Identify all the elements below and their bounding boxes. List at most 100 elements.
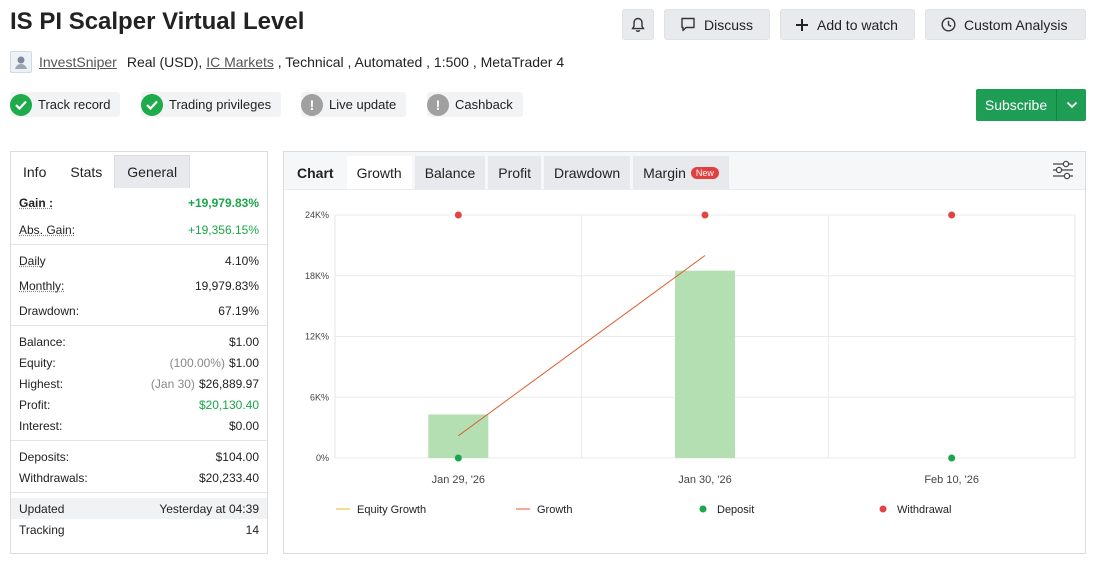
stat-monthly: Monthly: 19,979.83% bbox=[11, 275, 267, 296]
stat-value: $26,889.97 bbox=[198, 376, 259, 391]
new-badge: New bbox=[690, 166, 719, 179]
y-tick-label: 0% bbox=[316, 453, 329, 463]
tab-stats[interactable]: Stats bbox=[58, 155, 115, 188]
badge-label: Live update bbox=[329, 97, 397, 112]
stat-label: Drawdown: bbox=[19, 303, 80, 318]
stats-list: Gain : +19,979.83% Abs. Gain: +19,356.15… bbox=[11, 192, 267, 540]
badge-live-update[interactable]: ! Live update bbox=[301, 92, 407, 117]
stat-balance: Balance: $1.00 bbox=[11, 331, 267, 352]
discuss-label: Discuss bbox=[704, 16, 754, 33]
stat-value: Yesterday at 04:39 bbox=[159, 501, 259, 516]
tab-profit[interactable]: Profit bbox=[488, 156, 541, 189]
stat-value: $0.00 bbox=[228, 418, 259, 433]
stat-label[interactable]: Abs. Gain: bbox=[19, 222, 76, 237]
x-tick-label: Jan 30, '26 bbox=[678, 474, 731, 486]
tab-margin-label: Margin bbox=[643, 164, 686, 181]
stat-gain: Gain : +19,979.83% bbox=[11, 192, 267, 213]
stat-label: Tracking bbox=[19, 522, 65, 537]
y-tick-label: 18K% bbox=[305, 271, 329, 281]
stats-tabs: Info Stats General bbox=[11, 152, 267, 188]
stat-label: Deposits: bbox=[19, 449, 70, 464]
stat-value: 19,979.83% bbox=[194, 278, 259, 293]
account-type: Real (USD), bbox=[126, 54, 207, 70]
stat-equity: Equity: (100.00%) $1.00 bbox=[11, 352, 267, 373]
stat-label: Highest: bbox=[19, 376, 64, 391]
chevron-down-icon[interactable] bbox=[1057, 101, 1086, 109]
stat-label: Withdrawals: bbox=[19, 470, 88, 485]
stat-drawdown: Drawdown: 67.19% bbox=[11, 300, 267, 321]
tab-chart[interactable]: Chart bbox=[297, 164, 334, 181]
legend-marker bbox=[699, 505, 707, 513]
stat-interest: Interest: $0.00 bbox=[11, 415, 267, 436]
withdrawal-marker bbox=[948, 211, 956, 219]
stat-label[interactable]: Daily bbox=[19, 253, 46, 268]
stat-profit: Profit: $20,130.40 bbox=[11, 394, 267, 415]
legend-label: Deposit bbox=[717, 504, 754, 516]
stat-subvalue: (100.00%) bbox=[169, 355, 225, 370]
legend-label: Growth bbox=[537, 504, 572, 516]
stat-label[interactable]: Gain : bbox=[19, 195, 54, 210]
legend-label: Withdrawal bbox=[897, 504, 951, 516]
withdrawal-marker bbox=[454, 211, 462, 219]
tab-growth[interactable]: Growth bbox=[346, 156, 412, 189]
stat-value-group: (100.00%) $1.00 bbox=[170, 356, 259, 370]
account-details: , Technical , Automated , 1:500 , MetaTr… bbox=[273, 54, 565, 70]
author-link[interactable]: InvestSniper bbox=[39, 54, 117, 70]
tab-drawdown[interactable]: Drawdown bbox=[543, 156, 631, 189]
stat-highest: Highest: (Jan 30) $26,889.97 bbox=[11, 373, 267, 394]
deposit-marker bbox=[454, 454, 462, 462]
y-tick-label: 24K% bbox=[305, 210, 329, 220]
growth-chart: 0% 6K% 12K% 18K% 24K% Jan 29, '26 Jan 30, '26 F… bbox=[305, 210, 1076, 516]
tab-info[interactable]: Info bbox=[11, 155, 59, 188]
add-to-watch-label: Add to watch bbox=[817, 16, 898, 33]
y-tick-label: 12K% bbox=[305, 332, 329, 342]
subscribe-button[interactable]: Subscribe bbox=[976, 89, 1086, 121]
badge-cashback[interactable]: ! Cashback bbox=[427, 92, 523, 117]
legend-label: Equity Growth bbox=[357, 504, 426, 516]
badge-track-record[interactable]: Track record bbox=[10, 92, 121, 117]
growth-line bbox=[458, 255, 706, 437]
discuss-button[interactable]: Discuss bbox=[664, 9, 770, 40]
stat-abs-gain: Abs. Gain: +19,356.15% bbox=[11, 219, 267, 240]
stat-value: 14 bbox=[245, 522, 259, 537]
comment-icon bbox=[680, 17, 696, 32]
stat-label: Updated bbox=[19, 501, 65, 516]
divider bbox=[11, 440, 267, 441]
stat-subvalue: (Jan 30) bbox=[150, 376, 195, 391]
stat-value-group: (Jan 30) $26,889.97 bbox=[151, 377, 259, 391]
subscribe-label: Subscribe bbox=[984, 97, 1048, 113]
stat-withdrawals: Withdrawals: $20,233.40 bbox=[11, 467, 267, 488]
badge-label: Cashback bbox=[455, 97, 513, 112]
badge-trading-privileges[interactable]: Trading privileges bbox=[141, 92, 282, 117]
badge-label: Trading privileges bbox=[169, 97, 272, 112]
account-meta: InvestSniper Real (USD), IC Markets , Te… bbox=[10, 51, 564, 73]
chart-settings-icon[interactable] bbox=[1052, 160, 1074, 185]
stat-value: 67.19% bbox=[218, 303, 259, 318]
custom-analysis-button[interactable]: Custom Analysis bbox=[925, 9, 1086, 40]
notify-button[interactable] bbox=[622, 9, 654, 40]
check-icon bbox=[141, 93, 163, 116]
stat-label: Interest: bbox=[19, 418, 63, 433]
stat-label[interactable]: Monthly: bbox=[19, 278, 65, 293]
tab-balance[interactable]: Balance bbox=[414, 156, 486, 189]
divider bbox=[11, 244, 267, 245]
stat-label: Profit: bbox=[19, 397, 51, 412]
custom-analysis-label: Custom Analysis bbox=[964, 16, 1068, 33]
avatar[interactable] bbox=[10, 51, 32, 73]
plus-icon bbox=[795, 18, 809, 32]
divider bbox=[11, 492, 267, 493]
divider bbox=[11, 325, 267, 326]
badge-label: Track record bbox=[38, 97, 111, 112]
stat-label: Balance: bbox=[19, 334, 66, 349]
tab-margin[interactable]: Margin New bbox=[633, 156, 729, 189]
broker-link[interactable]: IC Markets bbox=[206, 54, 274, 70]
subscribe-divider bbox=[1056, 89, 1057, 121]
exclamation-icon: ! bbox=[427, 93, 449, 116]
stat-tracking: Tracking 14 bbox=[11, 519, 267, 540]
x-tick-label: Jan 29, '26 bbox=[432, 474, 485, 486]
add-to-watch-button[interactable]: Add to watch bbox=[780, 9, 915, 40]
stat-value: 4.10% bbox=[224, 253, 259, 268]
withdrawal-marker bbox=[701, 211, 709, 219]
exclamation-icon: ! bbox=[301, 93, 323, 116]
tab-general[interactable]: General bbox=[114, 155, 191, 188]
